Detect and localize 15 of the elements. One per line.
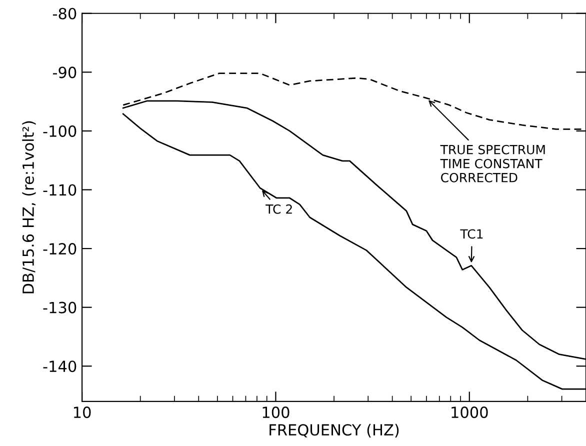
y-tick-label: -130 [43,302,76,314]
y-tick-label: -100 [43,125,76,137]
y-tick-label: -90 [52,66,76,78]
y-tick-label: -140 [43,360,76,372]
x-tick-label: 1000 [452,406,488,418]
y-tick-label: -110 [43,184,76,196]
x-tick-label: 100 [262,406,290,418]
y-tick-label: -80 [52,8,76,20]
y-axis-title: DB/15.6 HZ, (re:1volt²) [22,121,36,294]
annotation: TC 2 [266,204,292,214]
annotation: TC1 [460,229,483,239]
x-tick-label: 10 [74,406,91,418]
y-tick-label: -120 [43,243,76,255]
x-axis-title: FREQUENCY (HZ) [270,424,399,438]
annotation: TRUE SPECTRUM TIME CONSTANT CORRECTED [440,144,545,182]
